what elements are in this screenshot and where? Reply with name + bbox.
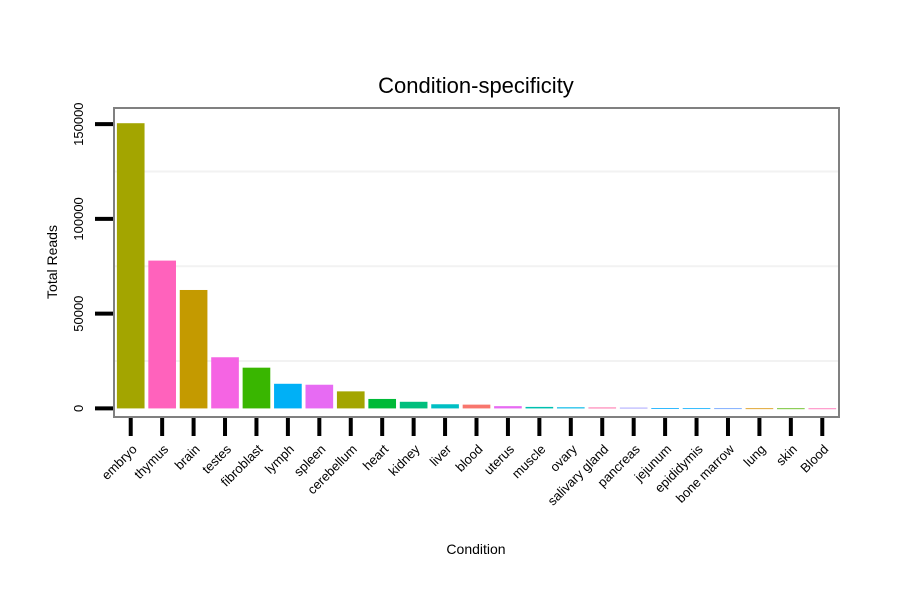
bar-kidney xyxy=(399,401,428,409)
bar-fibroblast xyxy=(242,367,271,409)
bar-skin xyxy=(777,408,805,410)
y-tick-label: 0 xyxy=(71,405,86,412)
bar-brain xyxy=(179,289,208,409)
bar-blood xyxy=(462,404,491,409)
x-tick-label: kidney xyxy=(386,441,424,479)
bar-cerebellum xyxy=(336,391,365,409)
x-axis-title: Condition xyxy=(446,541,505,557)
bar-lung xyxy=(745,408,774,410)
bar-liver xyxy=(431,404,459,409)
bar-spleen xyxy=(305,384,334,409)
x-tick-label: liver xyxy=(427,441,455,469)
bar-epididymis xyxy=(682,408,711,410)
grid-lines xyxy=(115,170,838,363)
x-tick-label: lymph xyxy=(262,442,297,477)
bar-Blood xyxy=(808,408,837,410)
bar-embryo xyxy=(116,123,145,409)
y-tick-label: 150000 xyxy=(71,102,86,145)
bar-jejunum xyxy=(651,408,679,409)
bar-muscle xyxy=(525,406,554,409)
bar-bone-marrow xyxy=(714,408,742,410)
bar-pancreas xyxy=(619,407,648,409)
bar-ovary xyxy=(556,407,585,409)
chart-title: Condition-specificity xyxy=(378,73,574,98)
x-tick-label: brain xyxy=(172,442,203,473)
bar-heart xyxy=(368,398,397,409)
x-tick-label: embryo xyxy=(99,442,140,483)
bar-salivary-gland xyxy=(588,407,617,409)
plot-border xyxy=(113,107,840,418)
x-tick-label: skin xyxy=(773,442,800,469)
bar-thymus xyxy=(148,260,176,409)
y-axis-title: Total Reads xyxy=(44,225,60,299)
x-tick-label: muscle xyxy=(509,442,549,482)
x-tick-label: thymus xyxy=(131,441,172,482)
bar-uterus xyxy=(494,406,522,409)
bar-lymph xyxy=(274,383,302,409)
x-tick-label: lung xyxy=(741,442,769,470)
y-tick-label: 100000 xyxy=(71,197,86,240)
bar-testes xyxy=(211,357,239,409)
x-tick-label: Blood xyxy=(797,442,831,476)
x-tick-label: blood xyxy=(453,442,486,475)
y-axis: 0 50000 100000 150000 xyxy=(71,102,113,412)
bars xyxy=(116,123,837,410)
y-tick-label: 50000 xyxy=(71,296,86,332)
